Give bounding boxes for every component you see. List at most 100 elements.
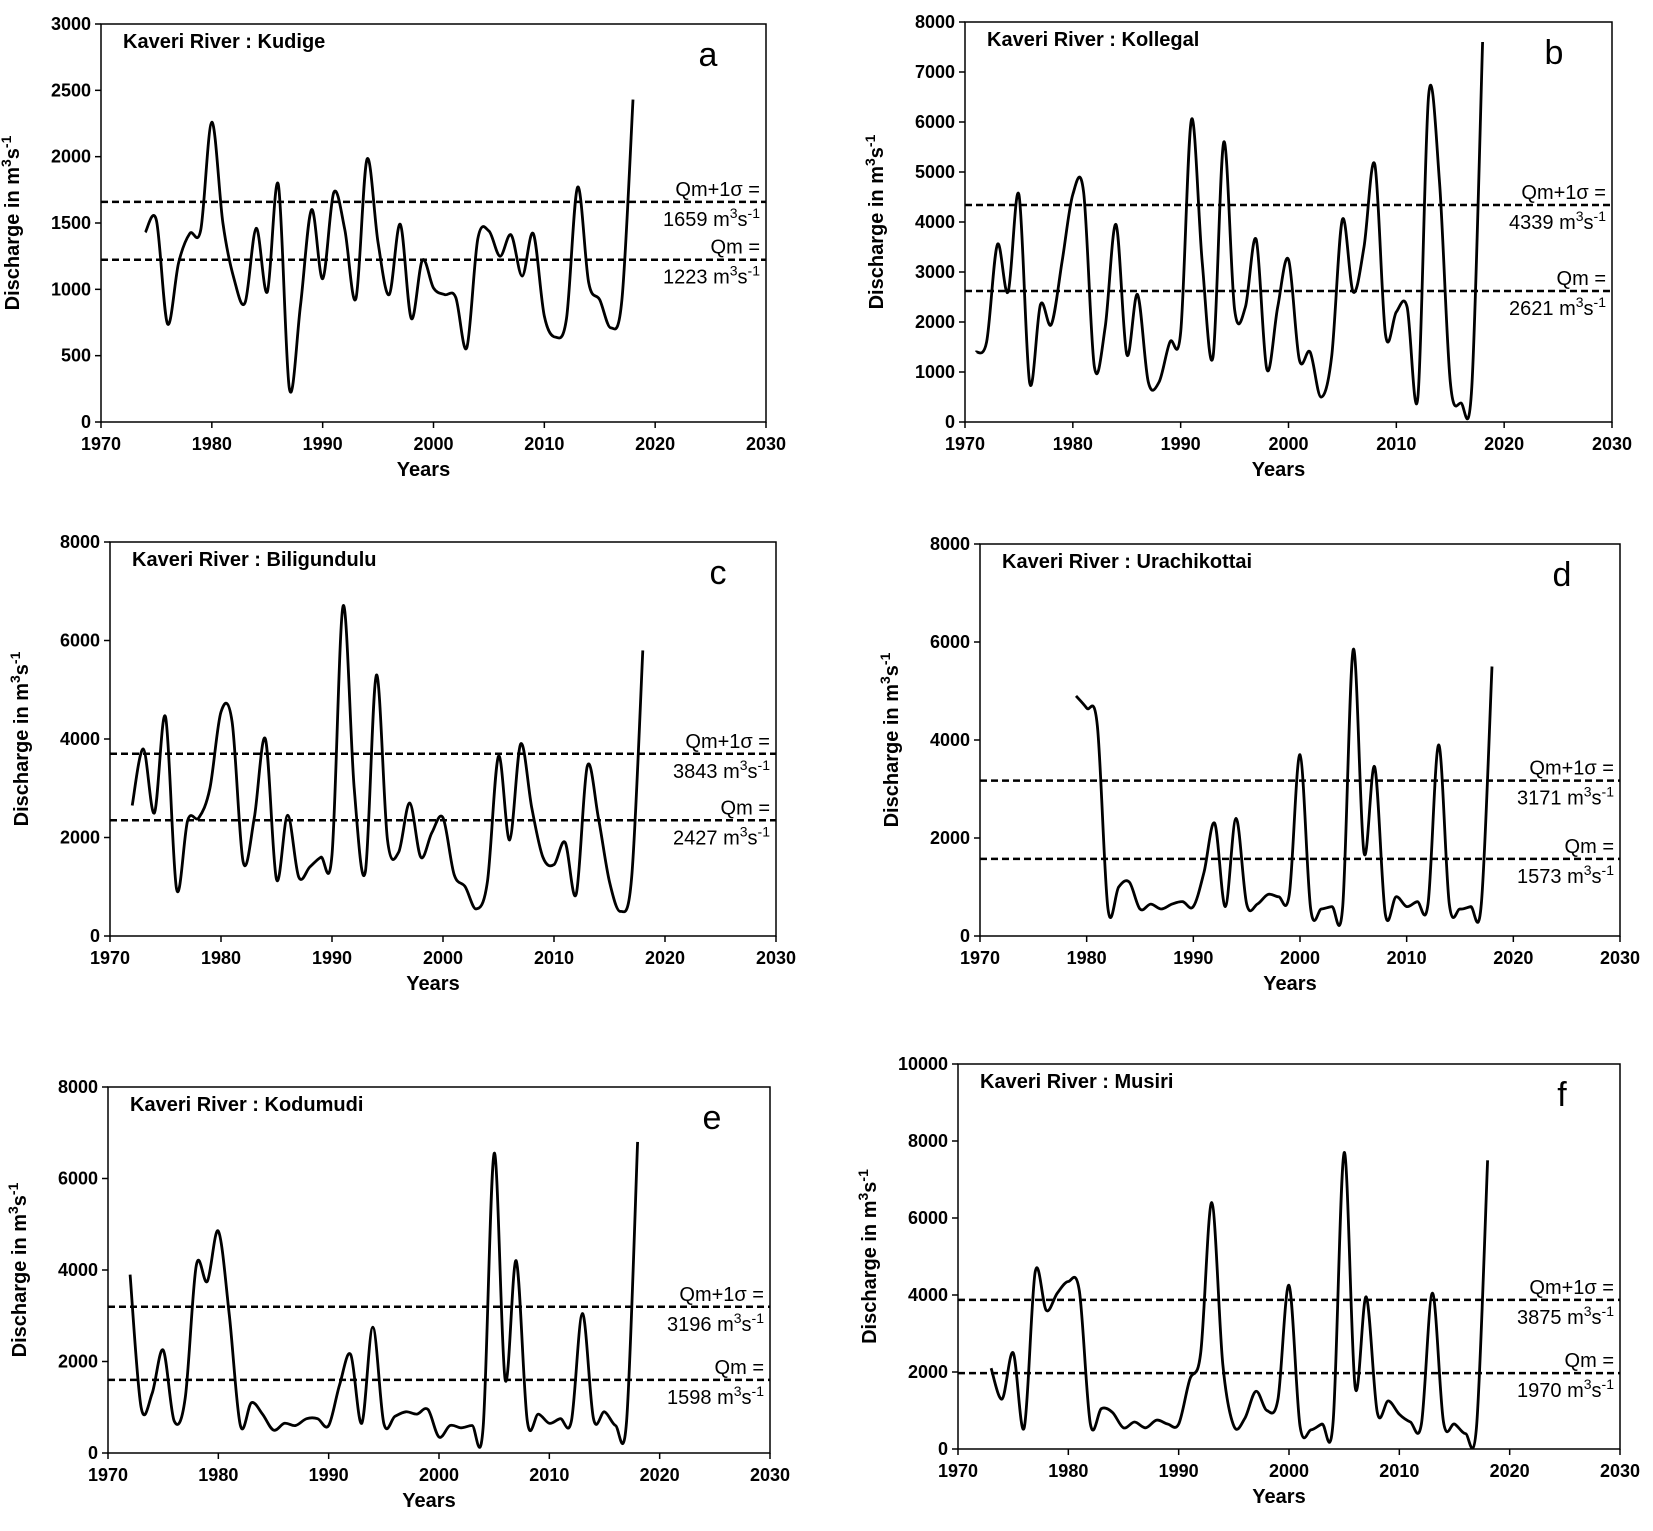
y-tick-label: 8000	[58, 1077, 98, 1097]
x-tick-label: 1970	[938, 1461, 978, 1481]
x-axis-title: Years	[1252, 1486, 1305, 1508]
y-tick-label: 500	[61, 346, 91, 366]
discharge-series-line	[130, 604, 645, 914]
x-tick-label: 1990	[1161, 434, 1201, 454]
y-tick-label: 3000	[915, 262, 955, 282]
x-tick-label: 2010	[1387, 948, 1427, 968]
x-tick-label: 2030	[746, 434, 786, 454]
y-tick-label: 2000	[908, 1362, 948, 1382]
x-tick-label: 2000	[423, 948, 463, 968]
y-axis-title: Discharge in m3s-1	[0, 135, 24, 310]
reference-label-bottom: 1573 m3s-1	[1517, 862, 1614, 888]
x-tick-label: 2000	[1268, 434, 1308, 454]
y-tick-label: 4000	[908, 1285, 948, 1305]
y-tick-label: 0	[945, 412, 955, 432]
x-tick-label: 2010	[534, 948, 574, 968]
x-axis-title: Years	[1263, 973, 1316, 995]
plot-frame	[109, 541, 777, 937]
y-tick-label: 5000	[915, 162, 955, 182]
x-tick-label: 2010	[529, 1465, 569, 1485]
y-axis-title: Discharge in m3s-1	[862, 134, 888, 309]
y-tick-label: 1500	[51, 213, 91, 233]
y-tick-label: 6000	[58, 1169, 98, 1189]
x-tick-label: 2010	[1379, 1461, 1419, 1481]
y-tick-label: 1000	[915, 362, 955, 382]
discharge-series-line	[1074, 647, 1494, 927]
x-tick-label: 2020	[635, 434, 675, 454]
reference-label-top: Qm+1σ =	[685, 731, 770, 753]
discharge-series-line	[144, 99, 635, 394]
x-tick-label: 2030	[1600, 948, 1640, 968]
site-title: Kaveri River : Kodumudi	[130, 1094, 363, 1116]
x-tick-label: 1990	[1173, 948, 1213, 968]
x-tick-label: 2020	[1484, 434, 1524, 454]
reference-label-bottom: 3196 m3s-1	[667, 1310, 764, 1336]
x-tick-label: 1970	[88, 1465, 128, 1485]
reference-label-bottom: 3843 m3s-1	[673, 757, 770, 783]
x-tick-label: 1980	[1053, 434, 1093, 454]
reference-label-bottom: 1223 m3s-1	[663, 263, 760, 289]
site-title: Kaveri River : Kudige	[123, 31, 325, 53]
y-tick-label: 2000	[51, 147, 91, 167]
y-tick-label: 0	[88, 1443, 98, 1463]
x-tick-label: 1970	[960, 948, 1000, 968]
site-title: Kaveri River : Biligundulu	[132, 549, 376, 571]
y-tick-label: 0	[938, 1439, 948, 1459]
y-axis-title: Discharge in m3s-1	[877, 652, 903, 827]
reference-label-bottom: 2621 m3s-1	[1509, 294, 1606, 320]
reference-label-bottom: 3875 m3s-1	[1517, 1303, 1614, 1329]
y-tick-label: 4000	[930, 730, 970, 750]
x-tick-label: 2000	[413, 434, 453, 454]
reference-label-top: Qm =	[715, 1357, 764, 1379]
x-axis-title: Years	[406, 973, 459, 995]
reference-label-bottom: 1970 m3s-1	[1517, 1376, 1614, 1402]
y-tick-label: 2500	[51, 80, 91, 100]
y-tick-label: 6000	[915, 112, 955, 132]
reference-label-bottom: 2427 m3s-1	[673, 823, 770, 849]
panel-letter: b	[1545, 34, 1564, 72]
chart-panel-a: 0 500 1000 1500 2000 2500 3000 1970 1980 1990 2000…	[0, 14, 786, 481]
chart-panel-d: 0 2000 4000 6000 8000 1970 1980 1990 2000 2010 202…	[877, 534, 1640, 995]
y-tick-label: 0	[960, 926, 970, 946]
x-axis-title: Years	[397, 459, 450, 481]
reference-label-bottom: 3171 m3s-1	[1517, 784, 1614, 810]
chart-panel-e: 0 2000 4000 6000 8000 1970 1980 1990 2000 2010 202…	[5, 1077, 790, 1512]
panel-letter: f	[1557, 1076, 1567, 1114]
reference-label-top: Qm+1σ =	[1529, 758, 1614, 780]
chart-panel-b: 0 1000 2000 3000 4000 5000 6000 7000 8000 1970 198…	[862, 12, 1632, 481]
y-tick-label: 10000	[898, 1054, 948, 1074]
y-tick-label: 6000	[930, 632, 970, 652]
reference-label-top: Qm+1σ =	[1521, 182, 1606, 204]
x-tick-label: 2010	[1376, 434, 1416, 454]
x-tick-label: 1980	[1067, 948, 1107, 968]
y-tick-label: 1000	[51, 279, 91, 299]
y-tick-label: 8000	[915, 12, 955, 32]
y-axis-title: Discharge in m3s-1	[5, 1182, 31, 1357]
x-tick-label: 2000	[419, 1465, 459, 1485]
x-tick-label: 1990	[309, 1465, 349, 1485]
y-tick-label: 4000	[60, 729, 100, 749]
x-tick-label: 1990	[303, 434, 343, 454]
panel-letter: d	[1553, 556, 1572, 594]
site-title: Kaveri River : Urachikottai	[1002, 551, 1252, 573]
x-tick-label: 2030	[750, 1465, 790, 1485]
reference-label-top: Qm+1σ =	[1529, 1277, 1614, 1299]
reference-label-top: Qm =	[1557, 268, 1606, 290]
y-tick-label: 8000	[908, 1131, 948, 1151]
y-tick-label: 4000	[915, 212, 955, 232]
site-title: Kaveri River : Kollegal	[987, 29, 1199, 51]
discharge-series-line	[974, 41, 1484, 421]
panel-letter: e	[703, 1099, 722, 1137]
site-title: Kaveri River : Musiri	[980, 1071, 1173, 1093]
reference-label-top: Qm =	[711, 237, 760, 259]
x-tick-label: 2030	[756, 948, 796, 968]
reference-label-top: Qm =	[721, 797, 770, 819]
x-tick-label: 2030	[1592, 434, 1632, 454]
x-tick-label: 1970	[81, 434, 121, 454]
x-tick-label: 1980	[1048, 1461, 1088, 1481]
x-axis-title: Years	[402, 1490, 455, 1512]
x-tick-label: 2020	[640, 1465, 680, 1485]
x-tick-label: 1990	[312, 948, 352, 968]
reference-label-top: Qm =	[1565, 836, 1614, 858]
